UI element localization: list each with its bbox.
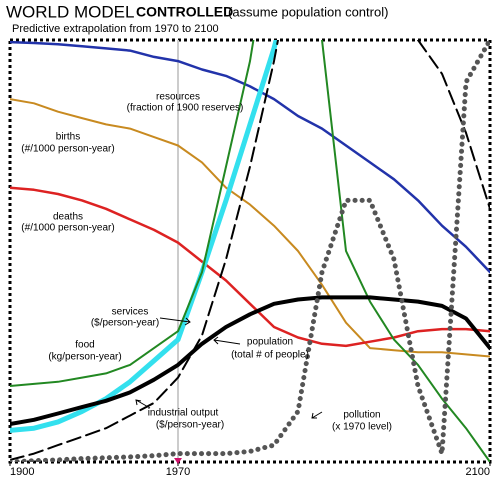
series-label: births — [56, 132, 80, 143]
series-label: population — [247, 337, 293, 348]
series-note: ($/person-year) — [156, 420, 224, 431]
series-note: (#/1000 person-year) — [21, 223, 114, 234]
chart-title: WORLD MODEL — [6, 2, 134, 21]
series-note: (fraction of 1900 reserves) — [127, 103, 244, 114]
series-line — [10, 40, 490, 461]
series-line — [10, 186, 490, 348]
series-label: resources — [156, 92, 200, 103]
series-note: (total # of people) — [231, 350, 309, 361]
series-note: ($/person-year) — [91, 318, 159, 329]
series-label: deaths — [53, 212, 83, 223]
series-note: (kg/person-year) — [48, 352, 121, 363]
plot-border — [8, 38, 492, 464]
x-tick-label: 1970 — [166, 466, 190, 478]
series-label: food — [75, 340, 94, 351]
title-note: (assume population control) — [228, 4, 388, 19]
x-tick-label: 2100 — [466, 466, 490, 478]
chart-subtitle: Predictive extrapolation from 1970 to 21… — [12, 23, 219, 35]
series-line — [10, 40, 279, 433]
series-label: services — [112, 307, 149, 318]
title-tag: CONTROLLED — [136, 4, 233, 20]
series-label: pollution — [343, 410, 380, 421]
series-line — [10, 40, 490, 274]
series-label: industrial output — [148, 408, 219, 419]
series-line — [10, 295, 490, 426]
annotation-arrows — [135, 317, 323, 419]
plot-lines — [10, 40, 490, 462]
arrow — [135, 399, 151, 409]
x-tick-label: 1900 — [10, 466, 34, 478]
extrapolation-marker — [174, 458, 182, 464]
arrow — [213, 336, 241, 345]
arrow — [311, 411, 323, 419]
arrow — [159, 317, 191, 326]
series-note: (#/1000 person-year) — [21, 144, 114, 155]
series-line — [10, 40, 490, 462]
series-note: (x 1970 level) — [332, 422, 392, 433]
